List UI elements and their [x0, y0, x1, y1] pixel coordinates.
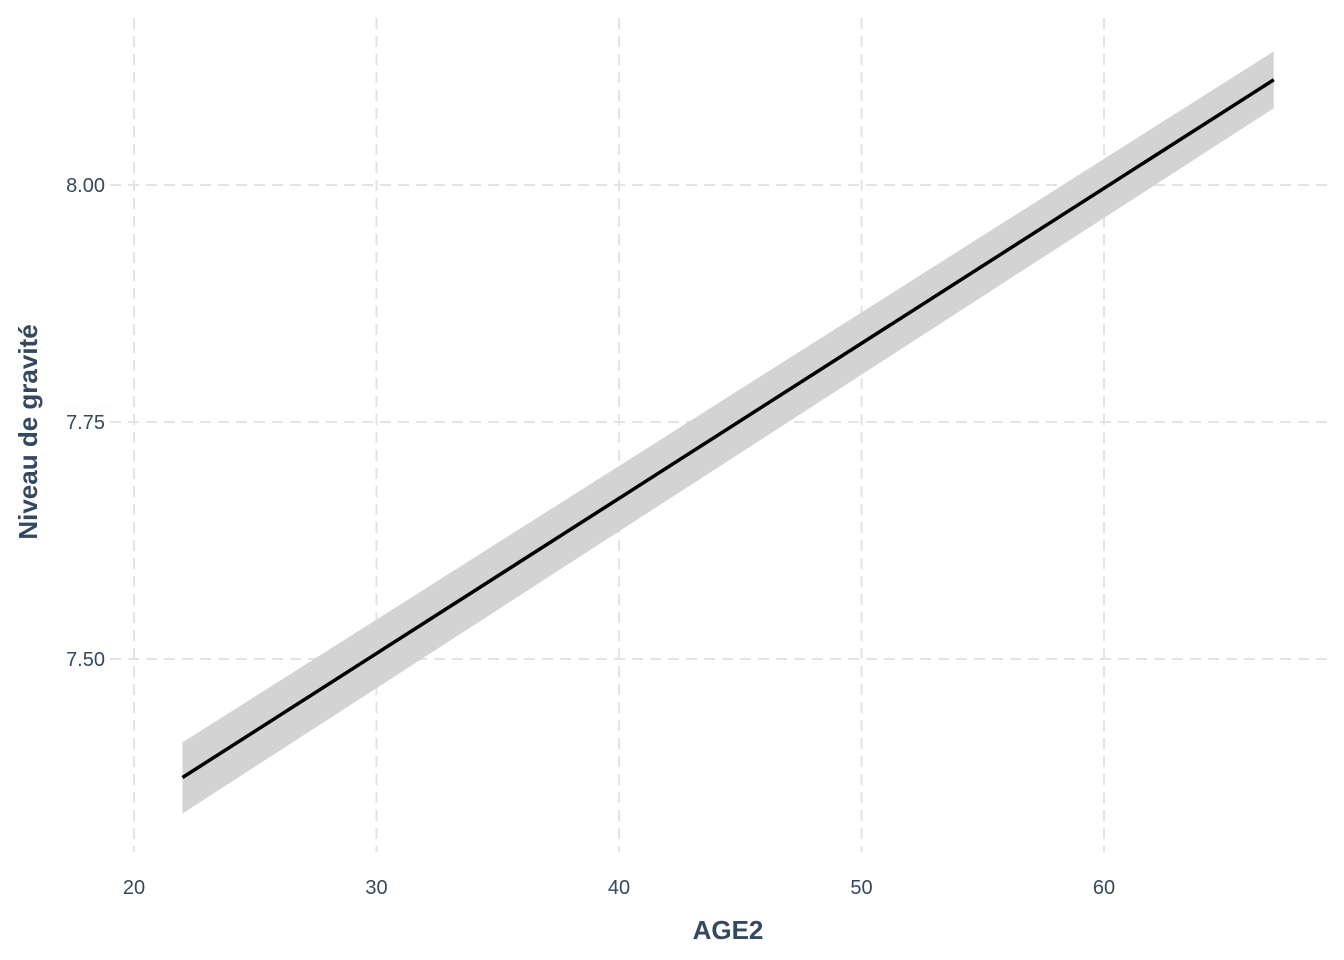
x-tick-label-1: 30	[365, 877, 387, 899]
x-tick-labels: 20 30 40 50 60	[123, 877, 1115, 899]
trend-lines	[181, 78, 1275, 779]
x-tick-label-4: 60	[1093, 877, 1115, 899]
confidence-band-0	[182, 51, 1274, 814]
y-tick-label-1: 7.75	[66, 412, 105, 434]
x-tick-label-2: 40	[608, 877, 630, 899]
confidence-bands	[182, 51, 1274, 814]
y-tick-label-2: 8.00	[66, 175, 105, 197]
y-axis-title: Niveau de gravité	[13, 324, 43, 539]
y-tick-label-0: 7.50	[66, 649, 105, 671]
x-tick-label-0: 20	[123, 877, 145, 899]
x-tick-label-3: 50	[850, 877, 872, 899]
x-axis-title: AGE2	[693, 915, 764, 945]
trend-line-0	[181, 78, 1275, 779]
y-tick-labels: 7.50 7.75 8.00	[66, 175, 105, 671]
x-grid-lines	[133, 18, 1105, 852]
